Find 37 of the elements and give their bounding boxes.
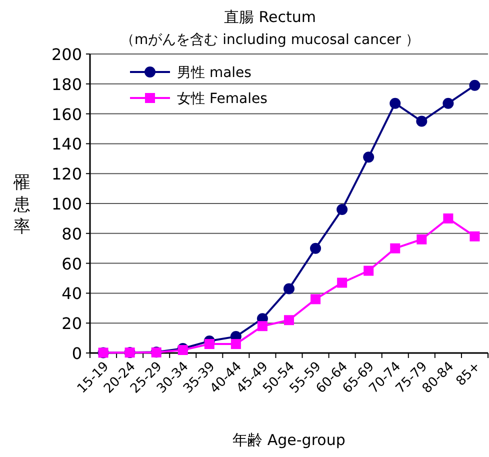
y-tick-label: 60 xyxy=(62,254,82,274)
point xyxy=(204,339,214,350)
subtitle: （mがんを含む including mucosal cancer ） xyxy=(120,32,420,48)
point xyxy=(390,98,401,109)
point xyxy=(310,294,321,304)
point xyxy=(442,98,454,109)
point xyxy=(469,80,480,91)
point xyxy=(284,315,294,326)
point xyxy=(364,266,374,276)
y-tick-label: 160 xyxy=(51,104,82,124)
point xyxy=(416,116,428,127)
point xyxy=(363,152,374,163)
y-tick-label: 100 xyxy=(51,194,82,214)
x-axis-title: 年齢 Age-group xyxy=(232,431,346,449)
point xyxy=(416,234,427,244)
point xyxy=(284,283,294,294)
y-tick-label: 140 xyxy=(51,134,82,154)
point xyxy=(310,242,322,254)
legend-label: 男性 males xyxy=(177,65,252,81)
y-tick-label: 80 xyxy=(62,224,82,244)
y-tick-label: 40 xyxy=(62,284,82,304)
point xyxy=(257,321,268,332)
y-tick-label: 200 xyxy=(51,45,82,64)
legend-label: 女性 Females xyxy=(177,91,268,107)
y-tick-label: 20 xyxy=(62,314,82,334)
x-tick-label: 85+ xyxy=(454,359,484,390)
point xyxy=(336,204,348,215)
point xyxy=(230,339,241,350)
y-tick-label: 0 xyxy=(72,344,82,363)
point xyxy=(337,278,348,288)
title: 直腸 Rectum xyxy=(224,8,316,26)
y-tick-label: 120 xyxy=(51,164,82,184)
y-axis-title: 罹患率 xyxy=(12,173,30,237)
point xyxy=(470,231,480,242)
point xyxy=(443,213,454,224)
point xyxy=(390,243,400,254)
y-tick-label: 180 xyxy=(51,74,82,94)
